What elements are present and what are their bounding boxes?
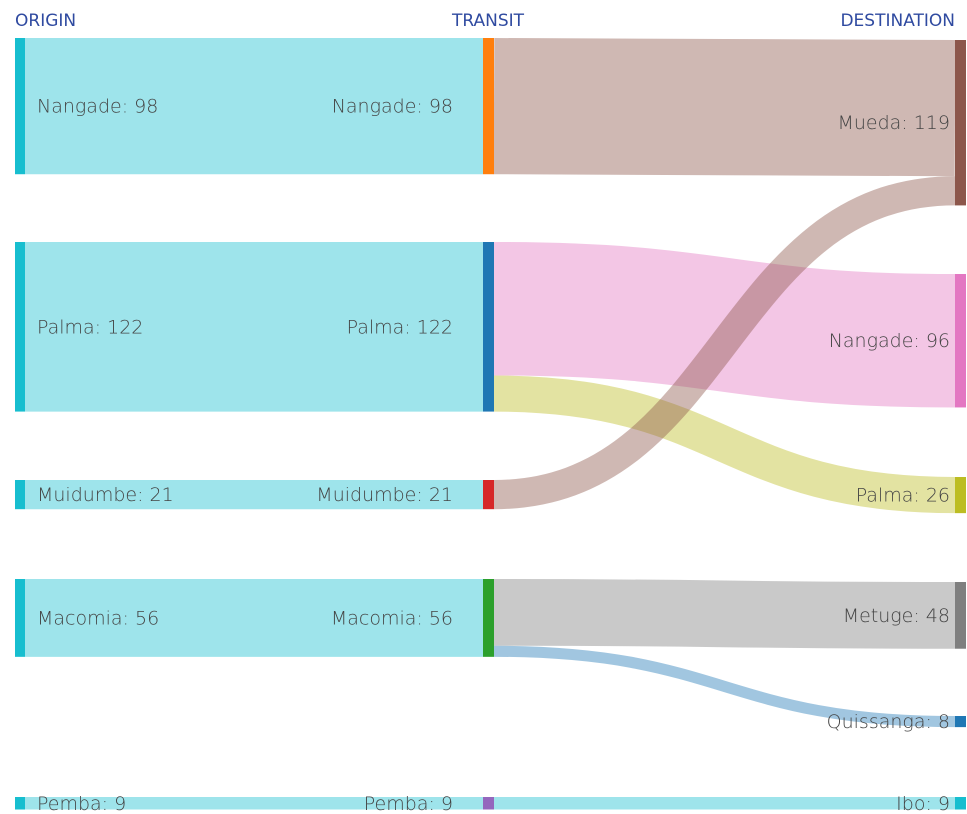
column-header: TRANSIT [451,11,525,31]
link [493,242,956,408]
labels: Nangade: 98 Palma: 122 Muidumbe: 21 Macomia… [37,96,950,814]
node-label: Nangade: 96 [829,330,950,352]
node-label: Nangade: 98 [37,96,158,118]
node-label: Macomia: 56 [37,607,159,629]
nodes [15,38,966,810]
link [493,176,956,510]
node-label: Palma: 122 [37,316,143,338]
node-label: Palma: 122 [347,316,453,338]
link [493,38,956,177]
link [493,375,956,514]
node-label: Nangade: 98 [332,96,453,118]
node-label: Muidumbe: 21 [37,484,174,506]
node [15,797,25,810]
node [15,579,25,657]
node [955,582,966,649]
node [955,477,966,514]
links [24,37,956,810]
link [493,645,956,728]
node-label: Pemba: 9 [37,793,126,814]
node-label: Mueda: 119 [837,112,950,134]
link [493,579,956,649]
node-label: Pemba: 9 [364,793,453,814]
node [483,38,494,175]
node-label: Palma: 26 [856,485,950,507]
node [483,242,494,412]
node-label: Quissanga: 8 [827,711,950,733]
node [15,480,25,510]
node [483,579,494,657]
node-label: Muidumbe: 21 [316,484,453,506]
node [483,797,494,810]
node [15,38,25,175]
node [955,716,966,728]
column-header: ORIGIN [15,11,76,31]
node [483,480,494,510]
node-label: Metuge: 48 [843,605,950,627]
node-label: Macomia: 56 [331,607,453,629]
node [955,274,966,408]
node [955,797,966,810]
node [15,242,25,412]
node-label: Ibo: 9 [896,793,950,814]
node [955,40,966,206]
column-header: DESTINATION [840,11,955,31]
